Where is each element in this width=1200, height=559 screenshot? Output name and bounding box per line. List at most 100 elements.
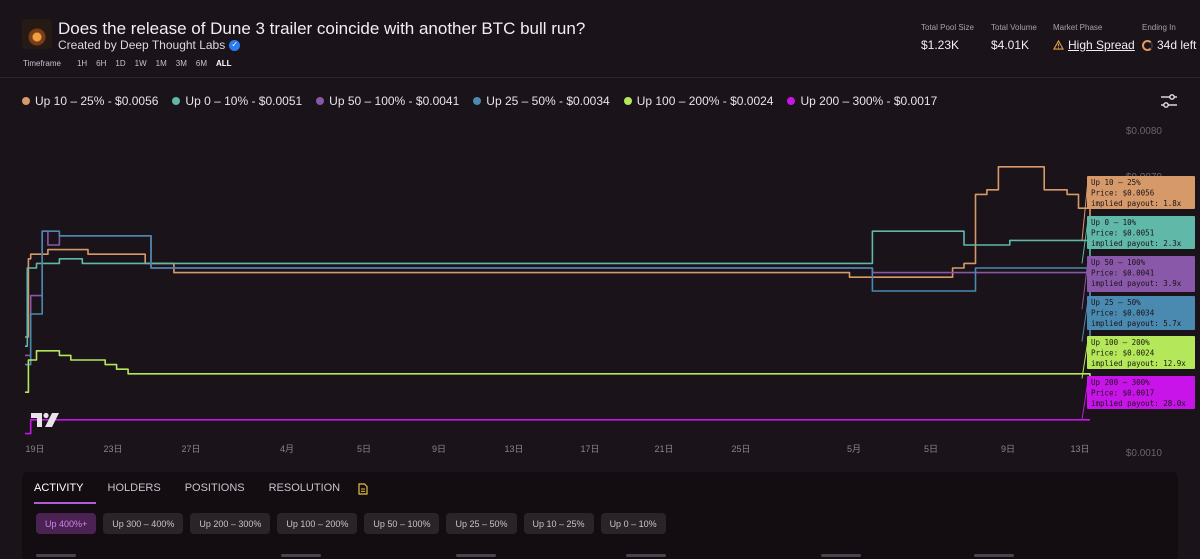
x-tick-label: 27日	[181, 444, 200, 454]
price-tag	[1087, 256, 1195, 292]
price-tag-text: implied payout: 12.9x	[1091, 359, 1186, 368]
filter-chip[interactable]: Up 50 – 100%	[364, 513, 440, 534]
filter-chip[interactable]: Up 10 – 25%	[523, 513, 594, 534]
stat-volume: Total Volume $4.01K	[991, 23, 1037, 52]
legend-dot	[22, 97, 30, 105]
price-tag-text: Price: $0.0024	[1091, 349, 1155, 358]
document-icon[interactable]	[358, 483, 368, 495]
legend-item[interactable]: Up 50 – 100% - $0.0041	[316, 94, 459, 108]
tab-positions[interactable]: POSITIONS	[184, 482, 245, 494]
timeframe-6m[interactable]: 6M	[195, 59, 208, 68]
timeframe-label: Timeframe	[23, 59, 61, 68]
legend-item[interactable]: Up 10 – 25% - $0.0056	[22, 94, 158, 108]
chart-legend: Up 10 – 25% - $0.0056 Up 0 – 10% - $0.00…	[22, 94, 937, 108]
price-tag-text: Price: $0.0017	[1091, 389, 1154, 398]
legend-dot	[316, 97, 325, 105]
x-tick-label: 13日	[1070, 444, 1089, 454]
legend-dot	[172, 97, 181, 105]
x-tick-label: 17日	[580, 444, 599, 454]
tab-activity[interactable]: ACTIVITY	[34, 482, 96, 504]
stat-volume-label: Total Volume	[991, 23, 1037, 32]
price-tag-text: implied payout: 3.9x	[1091, 279, 1182, 288]
chart-settings-icon[interactable]	[1160, 93, 1178, 109]
filter-chip[interactable]: Up 100 – 200%	[277, 513, 358, 534]
ending-value: 34d left	[1142, 38, 1196, 52]
price-tag	[1087, 296, 1195, 330]
x-tick-label: 4月	[280, 444, 294, 454]
market-thumbnail	[22, 19, 52, 49]
filter-chip[interactable]: Up 300 – 400%	[103, 513, 184, 534]
stat-ending: Ending In 34d left	[1142, 23, 1196, 52]
series-line	[25, 230, 1091, 357]
legend-item[interactable]: Up 25 – 50% - $0.0034	[473, 94, 610, 108]
filter-chip[interactable]: Up 200 – 300%	[190, 513, 271, 534]
column-header	[821, 554, 861, 557]
y-tick-label: $0.0010	[1126, 448, 1163, 459]
column-header	[36, 554, 76, 557]
timeframe-6h[interactable]: 6H	[96, 59, 107, 68]
legend-label: Up 100 – 200% - $0.0024	[636, 94, 774, 108]
stat-pool-size: Total Pool Size $1.23K	[921, 23, 974, 52]
legend-dot	[623, 97, 632, 105]
market-header: Does the release of Dune 3 trailer coinc…	[0, 0, 1200, 78]
activity-panel: ACTIVITY HOLDERS POSITIONS RESOLUTION Up…	[22, 472, 1178, 559]
legend-dot	[473, 97, 482, 105]
stat-pool-value: $1.23K	[921, 38, 960, 52]
legend-label: Up 25 – 50% - $0.0034	[486, 94, 610, 108]
x-tick-label: 25日	[731, 444, 750, 454]
legend-item[interactable]: Up 200 – 300% - $0.0017	[787, 94, 937, 108]
creator-label: Created by Deep Thought Labs	[58, 38, 226, 52]
x-tick-label: 23日	[103, 444, 122, 454]
legend-label: Up 0 – 10% - $0.0051	[185, 94, 303, 108]
price-tag-text: Price: $0.0056	[1091, 189, 1155, 198]
column-header	[456, 554, 496, 557]
series-line	[25, 419, 1090, 435]
price-tag	[1087, 216, 1195, 249]
creator-line[interactable]: Created by Deep Thought Labs ✓	[58, 38, 241, 52]
price-tag-text: implied payout: 1.8x	[1091, 199, 1182, 208]
tab-resolution[interactable]: RESOLUTION	[268, 482, 341, 494]
ending-text: 34d left	[1157, 38, 1197, 52]
stat-ending-label: Ending In	[1142, 23, 1176, 32]
column-header	[974, 554, 1014, 557]
legend-dot	[787, 97, 796, 105]
legend-label: Up 10 – 25% - $0.0056	[35, 94, 159, 108]
price-tag-text: Up 50 – 100%	[1091, 258, 1146, 267]
timeframe-3m[interactable]: 3M	[175, 59, 187, 68]
price-tag-text: Price: $0.0034	[1091, 309, 1155, 318]
legend-label: Up 50 – 100% - $0.0041	[329, 94, 460, 108]
series-line	[25, 166, 1091, 338]
phase-link[interactable]: High Spread	[1068, 38, 1135, 52]
timeframe-1m[interactable]: 1M	[155, 59, 167, 68]
timeframe-all[interactable]: ALL	[216, 59, 232, 68]
column-header	[626, 554, 666, 557]
timeframe-1w[interactable]: 1W	[134, 59, 147, 68]
price-tag-text: Price: $0.0051	[1091, 229, 1154, 238]
warning-icon	[1053, 40, 1064, 50]
stat-phase-label: Market Phase	[1053, 23, 1103, 32]
price-tag-text: Up 25 – 50%	[1091, 298, 1141, 307]
price-chart[interactable]: $0.0080$0.0070$0.0060$0.0050$0.001019日23…	[0, 118, 1200, 470]
legend-item[interactable]: Up 0 – 10% - $0.0051	[172, 94, 302, 108]
series-line	[25, 230, 1091, 366]
timeframe-1h[interactable]: 1H	[76, 59, 88, 68]
filter-chip[interactable]: Up 25 – 50%	[446, 513, 517, 534]
x-tick-label: 21日	[654, 444, 673, 454]
tab-holders[interactable]: HOLDERS	[107, 482, 161, 494]
price-tag-text: Price: $0.0041	[1091, 269, 1154, 278]
series-line	[25, 230, 1091, 347]
x-tick-label: 5日	[924, 444, 938, 454]
price-tag	[1087, 376, 1195, 409]
filter-chip[interactable]: Up 400%+	[36, 513, 97, 534]
filter-chip[interactable]: Up 0 – 10%	[600, 513, 666, 534]
price-tag-text: Up 100 – 200%	[1091, 338, 1150, 347]
outcome-filters: Up 400%+ Up 300 – 400% Up 200 – 300% Up …	[36, 513, 666, 534]
price-tag-text: Up 200 – 300%	[1091, 378, 1150, 387]
table-header	[36, 554, 1166, 559]
legend-item[interactable]: Up 100 – 200% - $0.0024	[623, 94, 774, 108]
phase-value[interactable]: High Spread	[1053, 38, 1135, 52]
y-tick-label: $0.0080	[1126, 126, 1163, 137]
timeframe-selector: Timeframe 1H 6H 1D 1W 1M 3M 6M ALL	[23, 59, 241, 68]
timeframe-1d[interactable]: 1D	[115, 59, 126, 68]
panel-tabs: ACTIVITY HOLDERS POSITIONS RESOLUTION	[34, 482, 368, 504]
